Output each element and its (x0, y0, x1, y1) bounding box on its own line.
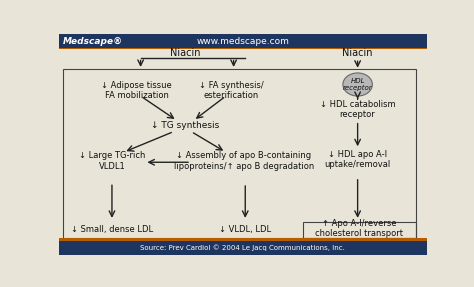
Text: ↓ Large TG-rich
VLDL1: ↓ Large TG-rich VLDL1 (79, 152, 145, 171)
Ellipse shape (343, 73, 373, 96)
Text: ↓ Small, dense LDL: ↓ Small, dense LDL (71, 225, 153, 234)
Text: Niacin: Niacin (342, 48, 373, 58)
Bar (59, 48, 427, 49)
Bar (63, 69, 416, 238)
Text: ↓ HDL catabolism
receptor: ↓ HDL catabolism receptor (320, 100, 395, 119)
Text: ↓ VLDL, LDL: ↓ VLDL, LDL (219, 225, 271, 234)
Bar (59, 238, 427, 241)
Bar (59, 34, 427, 48)
Text: ↓ TG synthesis: ↓ TG synthesis (152, 121, 220, 130)
Text: Niacin: Niacin (170, 48, 201, 58)
Text: ↓ FA synthesis/
esterification: ↓ FA synthesis/ esterification (199, 81, 264, 100)
Text: ↓ Assembly of apo B-containing
lipoproteins/↑ apo B degradation: ↓ Assembly of apo B-containing lipoprote… (173, 152, 314, 171)
Bar (59, 241, 427, 255)
Text: ↓ HDL apo A-I
uptake/removal: ↓ HDL apo A-I uptake/removal (325, 150, 391, 169)
Text: Medscape®: Medscape® (63, 37, 122, 46)
Text: ↑ Apo A-I/reverse
cholesterol transport: ↑ Apo A-I/reverse cholesterol transport (315, 219, 403, 238)
Bar (303, 222, 416, 238)
Text: HDL
receptor: HDL receptor (343, 78, 373, 91)
Text: www.medscape.com: www.medscape.com (197, 37, 289, 46)
Text: Source: Prev Cardiol © 2004 Le Jacq Communications, Inc.: Source: Prev Cardiol © 2004 Le Jacq Comm… (140, 245, 346, 251)
Text: ↓ Adipose tissue
FA mobilization: ↓ Adipose tissue FA mobilization (101, 81, 172, 100)
